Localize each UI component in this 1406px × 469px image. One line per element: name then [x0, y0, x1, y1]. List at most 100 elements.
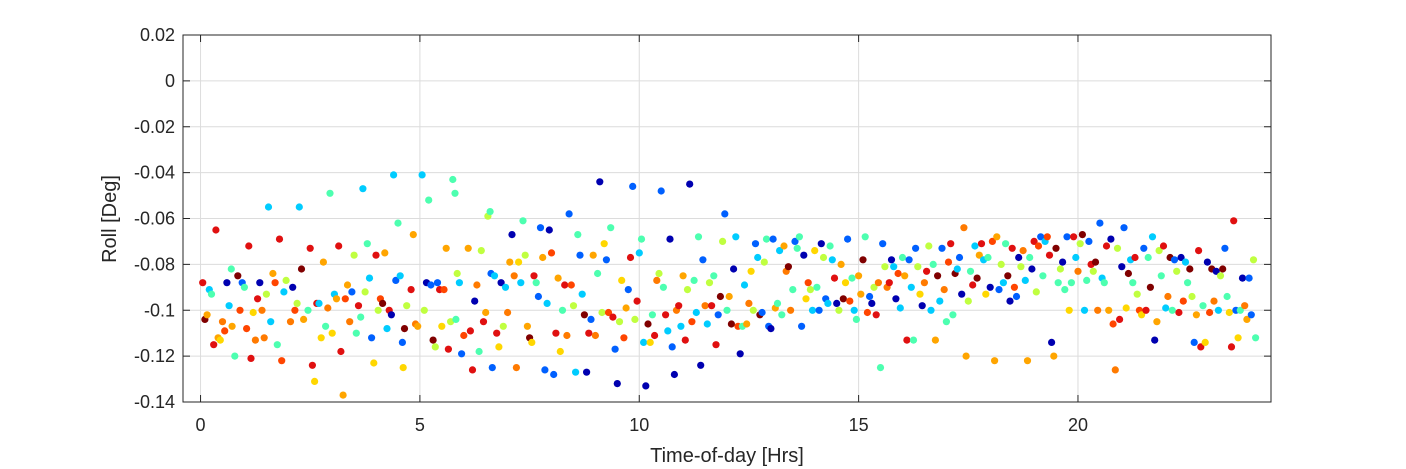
data-point	[747, 267, 755, 275]
data-point	[249, 308, 257, 317]
data-point	[659, 283, 668, 291]
data-point	[1102, 242, 1111, 250]
data-point	[909, 336, 918, 344]
data-point	[791, 237, 799, 245]
data-point	[1144, 253, 1152, 262]
data-point	[324, 304, 332, 312]
data-point	[708, 302, 716, 310]
data-point	[475, 347, 483, 356]
data-point	[225, 302, 233, 310]
data-point	[1243, 315, 1251, 323]
data-point	[1164, 292, 1172, 301]
data-point	[381, 249, 389, 257]
data-point	[1252, 334, 1260, 342]
data-point	[1109, 320, 1117, 328]
data-point	[927, 306, 935, 314]
data-point	[817, 240, 825, 248]
data-point	[815, 306, 823, 314]
data-point	[1100, 279, 1108, 287]
data-point	[1230, 217, 1238, 225]
data-point	[216, 336, 224, 344]
data-point	[916, 290, 924, 298]
data-point	[727, 320, 736, 328]
data-point	[550, 370, 558, 379]
data-point	[1091, 258, 1100, 266]
data-point	[651, 331, 659, 340]
data-point	[795, 233, 804, 241]
data-point	[1078, 231, 1086, 239]
data-point	[348, 288, 356, 296]
data-point	[694, 233, 703, 241]
y-tick-label: 0.02	[140, 25, 175, 45]
data-point	[398, 338, 406, 346]
data-point	[1138, 311, 1146, 319]
data-point	[306, 244, 314, 252]
data-point	[846, 297, 854, 305]
data-point	[745, 299, 753, 307]
data-point	[1048, 338, 1056, 346]
data-point	[879, 240, 887, 248]
data-point	[655, 269, 663, 278]
y-tick-label: -0.04	[134, 163, 175, 183]
data-point	[982, 290, 990, 298]
axis-ticks: 0 5 10 15 20 0.02 0 -0.02 -0.04 -0.06 -0.08 -0.1 -0.…	[134, 25, 1271, 435]
data-point	[300, 315, 308, 323]
data-point	[1008, 244, 1016, 252]
data-point	[1083, 276, 1091, 284]
data-point	[751, 240, 760, 248]
data-point	[343, 281, 352, 289]
data-point	[806, 286, 815, 294]
data-point	[315, 299, 323, 307]
data-point	[635, 249, 643, 257]
data-point	[955, 253, 964, 262]
data-point	[677, 322, 685, 330]
data-point	[1089, 267, 1097, 275]
data-point	[466, 327, 474, 335]
data-point	[1012, 292, 1021, 301]
data-point	[429, 336, 437, 344]
data-point	[602, 256, 611, 264]
data-point	[1006, 297, 1014, 305]
data-point	[991, 357, 999, 365]
data-point	[234, 272, 242, 280]
data-point	[482, 308, 490, 317]
data-point	[1157, 272, 1165, 280]
data-point	[1173, 267, 1181, 275]
data-point	[1197, 343, 1205, 351]
data-point	[585, 329, 593, 337]
data-point	[668, 343, 676, 351]
data-point	[1063, 233, 1071, 241]
data-point	[1179, 297, 1187, 305]
data-point	[870, 283, 878, 291]
data-point	[624, 286, 632, 294]
data-point	[940, 286, 948, 294]
data-point	[1094, 306, 1102, 314]
data-point	[596, 178, 604, 186]
data-point	[758, 308, 766, 317]
data-point	[999, 279, 1008, 287]
data-point	[923, 267, 931, 275]
data-point	[394, 219, 402, 227]
data-point	[657, 187, 665, 195]
data-point	[646, 338, 654, 346]
data-point	[1221, 244, 1229, 252]
data-point	[611, 345, 619, 353]
data-point	[1072, 253, 1080, 262]
data-point	[1247, 311, 1255, 319]
data-point	[311, 377, 319, 385]
data-point	[1113, 244, 1122, 252]
data-point	[984, 253, 992, 262]
data-point	[501, 283, 510, 291]
data-points	[199, 171, 1260, 399]
data-point	[1148, 233, 1157, 241]
data-point	[1177, 253, 1185, 262]
data-point	[271, 279, 279, 287]
data-point	[387, 311, 395, 319]
data-point	[600, 240, 608, 248]
data-point	[938, 244, 946, 252]
data-point	[705, 279, 714, 287]
data-point	[453, 269, 461, 278]
data-point	[574, 231, 582, 239]
data-point	[1061, 286, 1069, 294]
data-point	[1212, 267, 1220, 275]
